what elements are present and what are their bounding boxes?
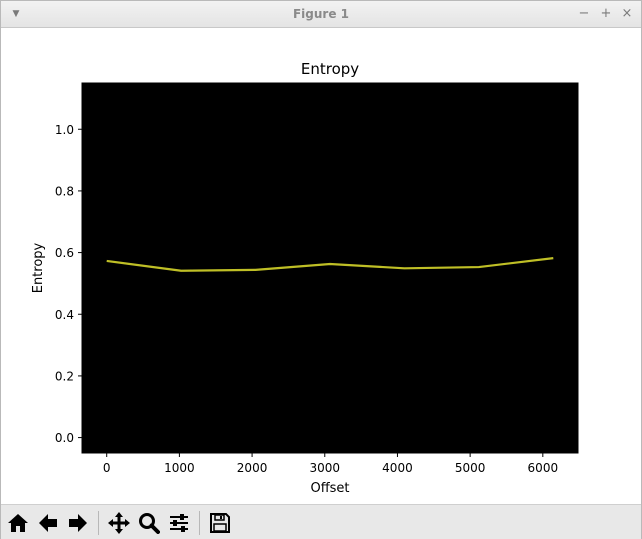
y-tick-label: 0.2	[55, 369, 74, 383]
toolbar-separator	[98, 511, 99, 535]
save-button[interactable]	[207, 510, 233, 536]
x-tick-label: 2000	[237, 461, 268, 475]
series-line	[106, 257, 554, 272]
x-tick-label: 1000	[164, 461, 195, 475]
toolbar-separator	[199, 511, 200, 535]
x-tick-label: 3000	[309, 461, 340, 475]
back-button[interactable]	[35, 510, 61, 536]
x-axis-label: Offset	[310, 481, 349, 496]
home-button[interactable]	[5, 510, 31, 536]
axes-frame	[81, 82, 579, 454]
x-tick-label: 5000	[455, 461, 486, 475]
arrow-left-icon	[39, 514, 57, 532]
navigation-toolbar	[1, 504, 641, 539]
pan-icon	[108, 512, 130, 534]
pan-button[interactable]	[106, 510, 132, 536]
x-tick-label: 6000	[528, 461, 559, 475]
minimize-button[interactable]: −	[578, 6, 590, 21]
maximize-button[interactable]: +	[600, 6, 612, 21]
y-axis-label: Entropy	[31, 242, 46, 293]
window-title: Figure 1	[292, 7, 350, 21]
x-tick-label: 4000	[382, 461, 413, 475]
figure-canvas[interactable]: 0.0 0.2 0.4 0.6 0.8 1.0 0 1000 2000 3000 4000 5000…	[1, 28, 641, 504]
arrow-right-icon	[69, 514, 87, 532]
zoom-button[interactable]	[136, 510, 162, 536]
y-tick-label: 0.8	[55, 184, 74, 198]
configure-subplots-button[interactable]	[166, 510, 192, 536]
close-button[interactable]: ×	[621, 6, 633, 21]
home-icon	[8, 514, 28, 532]
window-menu-button[interactable]: ▼	[7, 4, 25, 24]
zoom-icon	[139, 513, 160, 534]
save-icon	[210, 513, 230, 533]
chart-title: Entropy	[301, 60, 359, 78]
line-chart: 0.0 0.2 0.4 0.6 0.8 1.0 0 1000 2000 3000 4000 5000…	[31, 60, 579, 496]
x-tick-label: 0	[103, 461, 111, 475]
y-tick-label: 1.0	[55, 123, 74, 137]
forward-button[interactable]	[65, 510, 91, 536]
y-tick-label: 0.0	[55, 431, 74, 445]
chevron-down-icon: ▼	[12, 9, 20, 19]
y-tick-label: 0.6	[55, 246, 74, 260]
sliders-icon	[170, 514, 188, 532]
y-tick-label: 0.4	[55, 308, 74, 322]
title-bar[interactable]: ▼ Figure 1 − + ×	[1, 1, 641, 28]
